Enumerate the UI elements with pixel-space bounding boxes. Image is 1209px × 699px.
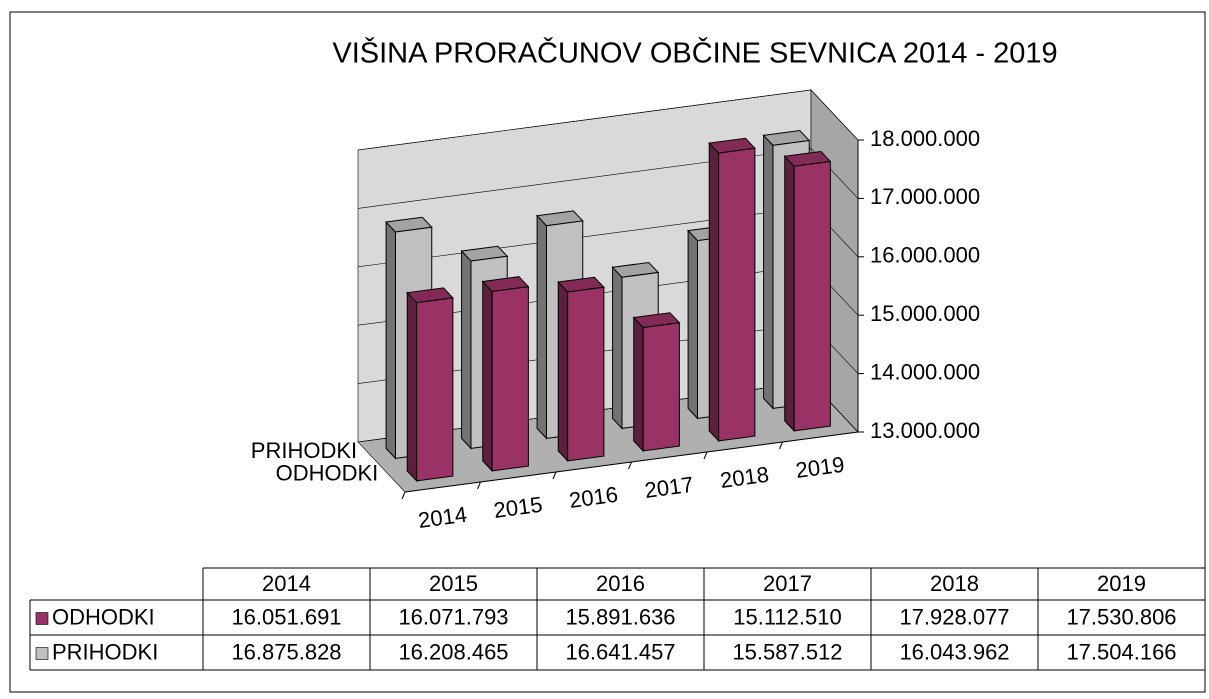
bar-side — [461, 249, 472, 450]
bar-side — [612, 266, 623, 430]
legend-label: PRIHODKI — [52, 639, 158, 664]
bar — [783, 150, 832, 433]
x-tick — [401, 491, 406, 500]
x-tick — [628, 461, 632, 470]
grid-line — [357, 89, 859, 151]
table-cell: 15.891.636 — [565, 604, 675, 629]
y-tick-label: 18.000.000 — [870, 126, 980, 151]
table-cell: 16.641.457 — [565, 639, 675, 664]
bar-side — [784, 155, 795, 433]
table-cell: 15.587.512 — [732, 639, 842, 664]
bar — [557, 276, 605, 463]
table-header: 2015 — [429, 571, 478, 596]
table-cell: 16.051.691 — [231, 604, 341, 629]
bar-front — [718, 147, 756, 442]
bar-front — [491, 286, 529, 472]
bar-side — [763, 134, 774, 410]
bar-side — [406, 291, 418, 483]
bar — [481, 276, 530, 473]
x-tick — [703, 451, 708, 460]
table-cell: 17.928.077 — [899, 604, 1009, 629]
x-tick — [552, 471, 557, 480]
y-tick-label: 14.000.000 — [870, 359, 980, 384]
chart-title: VIŠINA PRORAČUNOV OBČINE SEVNICA 2014 - … — [332, 36, 1057, 70]
bar-front — [793, 160, 831, 432]
bar — [708, 137, 756, 443]
table-cell: 17.530.806 — [1066, 604, 1176, 629]
table-header: 2016 — [596, 571, 645, 596]
table-cell: 15.112.510 — [733, 604, 841, 629]
bar-side — [557, 280, 569, 463]
legend-swatch — [35, 647, 49, 660]
bar-side — [708, 141, 720, 443]
y-tick-label: 13.000.000 — [870, 418, 980, 443]
table-header: 2014 — [262, 571, 311, 596]
bar-front — [416, 297, 454, 482]
table-cell: 17.504.166 — [1066, 639, 1176, 664]
x-tick — [779, 441, 783, 450]
grid-line — [357, 148, 859, 209]
bar-front — [567, 286, 605, 462]
bar-side — [633, 316, 644, 453]
bar-side — [687, 229, 698, 420]
table-header: 2017 — [763, 571, 812, 596]
table-cell: 16.071.793 — [398, 604, 508, 629]
table-cell: 16.875.828 — [231, 639, 341, 664]
x-tick — [477, 481, 481, 490]
bar — [632, 312, 681, 453]
bar-side — [482, 280, 493, 473]
table-cell: 16.208.465 — [398, 639, 508, 664]
table-header: 2019 — [1097, 571, 1146, 596]
series-label: PRIHODKI — [251, 438, 357, 463]
table-header: 2018 — [930, 571, 979, 596]
y-tick-label: 17.000.000 — [870, 184, 980, 209]
bar-front — [642, 322, 680, 452]
y-tick-label: 16.000.000 — [870, 243, 980, 268]
bar — [406, 287, 454, 483]
legend-swatch — [35, 612, 49, 625]
table-cell: 16.043.962 — [899, 639, 1009, 664]
legend-label: ODHODKI — [52, 604, 155, 629]
bar-side — [536, 214, 547, 440]
y-tick-label: 15.000.000 — [870, 301, 980, 326]
bar-side — [385, 220, 396, 460]
series-label: ODHODKI — [276, 460, 379, 485]
